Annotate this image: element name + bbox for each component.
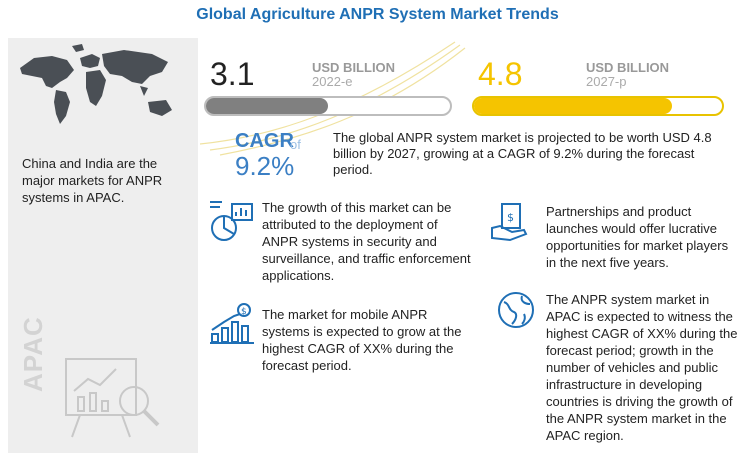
svg-text:$: $ [241,307,247,317]
progress-fill-2022 [206,98,328,114]
progress-bar-2022 [204,96,452,116]
progress-bar-2027 [472,96,724,116]
year-2022-label: 2022-e [312,74,353,89]
cagr-description: The global ANPR system market is project… [333,130,712,177]
statistics-chart-icon [210,201,253,241]
year-2027-label: 2027-p [586,74,627,89]
svg-text:$: $ [507,211,514,224]
unit-2027-label: USD BILLION [586,60,670,75]
region-note: China and India are the major markets fo… [22,156,163,205]
cagr-value: 9.2% [235,151,295,181]
analytics-board-icon [65,358,160,438]
point-partnerships: Partnerships and product launches would … [546,204,729,270]
point-growth-attribution: The growth of this market can be attribu… [262,200,471,283]
market-unit-2027: USD BILLION 2027-p [586,61,669,89]
globe-icon [498,292,534,328]
world-map-icon [20,44,172,124]
page-title: Global Agriculture ANPR System Market Tr… [196,6,559,23]
money-hand-icon: $ [491,203,528,242]
market-unit-2022: USD BILLION 2022-e [312,61,395,89]
market-value-2027: 4.8 [478,56,523,92]
cagr-of: of [290,137,301,152]
progress-fill-2027 [474,98,673,114]
growth-bar-chart-icon: $ [210,303,254,344]
cagr-label: CAGR [235,130,294,152]
market-value-2022: 3.1 [210,56,255,92]
point-apac-growth: The ANPR system market in APAC is expect… [546,292,738,443]
apac-label: APAC [18,316,48,392]
unit-2022-label: USD BILLION [312,60,396,75]
point-mobile-anpr: The market for mobile ANPR systems is ex… [262,307,462,373]
